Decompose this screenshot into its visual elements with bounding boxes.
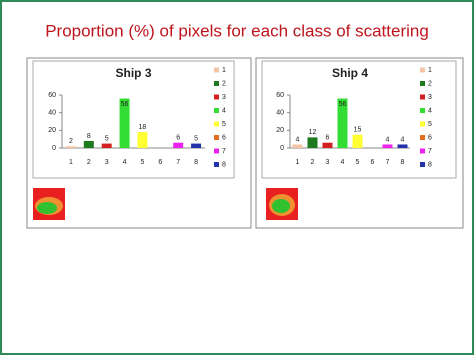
bar [382, 144, 393, 148]
legend-swatch [214, 162, 219, 167]
legend-label: 7 [222, 148, 226, 155]
bar [101, 143, 112, 148]
x-tick-label: 5 [356, 159, 360, 166]
x-tick-label: 1 [69, 159, 73, 166]
legend-swatch [420, 108, 425, 113]
legend-label: 8 [428, 161, 432, 168]
x-tick-label: 8 [194, 159, 198, 166]
legend-swatch [214, 81, 219, 86]
legend-swatch [420, 121, 425, 127]
thumbnail [33, 188, 65, 220]
legend-swatch [420, 135, 425, 140]
legend-label: 2 [428, 80, 432, 87]
legend-swatch [214, 94, 219, 100]
x-tick-label: 5 [140, 159, 144, 166]
x-tick-label: 7 [176, 159, 180, 166]
legend-swatch [420, 81, 425, 86]
chart-area [32, 60, 235, 179]
x-tick-label: 7 [386, 159, 390, 166]
value-label: 5 [194, 135, 198, 142]
y-tick-label: 20 [48, 127, 56, 134]
legend-label: 5 [222, 121, 226, 128]
value-label: 4 [401, 136, 405, 143]
legend-swatch [214, 67, 219, 73]
value-label: 18 [139, 124, 147, 131]
value-label: 56 [121, 101, 129, 108]
legend-label: 2 [222, 80, 226, 87]
slide-title: Proportion (%) of pixels for each class … [45, 21, 429, 40]
legend-label: 1 [428, 67, 432, 74]
x-tick-label: 6 [371, 159, 375, 166]
value-label: 12 [309, 129, 317, 136]
value-label: 15 [354, 127, 362, 134]
legend-label: 3 [222, 94, 226, 101]
legend-swatch [214, 121, 219, 127]
legend-label: 3 [428, 94, 432, 101]
x-tick-label: 8 [401, 159, 405, 166]
bar [83, 140, 94, 148]
legend-label: 5 [428, 121, 432, 128]
value-label: 4 [296, 136, 300, 143]
legend-swatch [420, 148, 425, 154]
x-tick-label: 4 [341, 159, 345, 166]
chart-title: Ship 3 [115, 66, 151, 80]
legend-label: 6 [428, 134, 432, 141]
bar [307, 137, 318, 148]
chart-title: Ship 4 [332, 66, 368, 80]
bar [352, 134, 363, 148]
legend-label: 4 [222, 107, 226, 114]
chart-area [261, 60, 457, 179]
y-tick-label: 40 [276, 110, 284, 117]
x-tick-label: 2 [87, 159, 91, 166]
legend-label: 8 [222, 161, 226, 168]
x-tick-label: 3 [105, 159, 109, 166]
legend-swatch [420, 94, 425, 100]
x-tick-label: 6 [158, 159, 162, 166]
legend-swatch [214, 148, 219, 154]
legend-swatch [420, 67, 425, 73]
thumbnail [266, 188, 298, 220]
bar [65, 146, 76, 148]
value-label: 4 [386, 136, 390, 143]
legend-label: 4 [428, 107, 432, 114]
legend-label: 7 [428, 148, 432, 155]
x-tick-label: 4 [123, 159, 127, 166]
bar [397, 144, 408, 148]
y-tick-label: 0 [280, 145, 284, 152]
bar [119, 98, 130, 148]
x-tick-label: 3 [326, 159, 330, 166]
legend-label: 6 [222, 134, 226, 141]
bar [322, 142, 333, 148]
value-label: 56 [339, 101, 347, 108]
bar [191, 143, 202, 148]
value-label: 6 [176, 135, 180, 142]
bar [292, 144, 303, 148]
x-tick-label: 1 [296, 159, 300, 166]
y-tick-label: 0 [52, 145, 56, 152]
value-label: 8 [87, 133, 91, 140]
value-label: 2 [69, 138, 73, 145]
legend-swatch [214, 135, 219, 140]
legend-label: 1 [222, 67, 226, 74]
value-label: 6 [326, 135, 330, 142]
bar [137, 132, 148, 148]
legend-swatch [420, 162, 425, 167]
bar [173, 142, 184, 148]
legend-swatch [214, 108, 219, 113]
y-tick-label: 40 [48, 110, 56, 117]
x-tick-label: 2 [311, 159, 315, 166]
y-tick-label: 20 [276, 127, 284, 134]
bar [337, 98, 348, 148]
value-label: 5 [105, 135, 109, 142]
y-tick-label: 60 [48, 92, 56, 99]
y-tick-label: 60 [276, 92, 284, 99]
